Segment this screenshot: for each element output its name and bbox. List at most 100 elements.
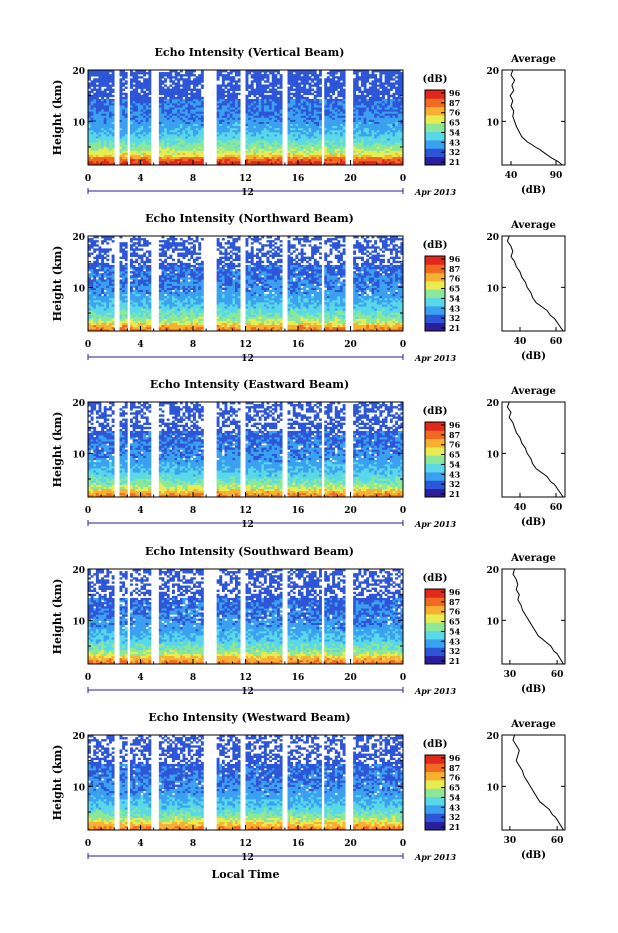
heatmap-cell [162,151,165,153]
heatmap-cell [374,91,377,93]
heatmap-cell [261,74,264,76]
heatmap-cell [164,159,167,161]
heatmap-cell [125,319,128,321]
heatmap-cell [327,87,330,89]
heatmap-cell [232,153,235,155]
heatmap-cell [353,89,356,91]
heatmap-cell [306,140,309,142]
heatmap-cell [125,155,128,157]
heatmap-cell [138,321,141,323]
heatmap-cell [188,124,191,126]
heatmap-cell [332,157,335,159]
heatmap-cell [364,72,367,74]
heatmap-cell [104,142,107,144]
heatmap-cell [314,321,317,323]
heatmap-cell [196,78,199,80]
heatmap-cell [374,132,377,134]
heatmap-cell [188,105,191,107]
heatmap-cell [112,101,115,103]
heatmap-cell [141,319,144,321]
heatmap-cell [264,72,267,74]
heatmap-cell [217,134,220,136]
heatmap-cell [251,134,254,136]
heatmap-cell [319,161,322,163]
heatmap-cell [172,95,175,97]
heatmap-cell [109,132,112,134]
heatmap-cell [185,105,188,107]
heatmap-cell [251,138,254,140]
heatmap-cell [219,153,222,155]
heatmap-cell [264,99,267,101]
heatmap-cell [309,142,312,144]
heatmap-cell [272,130,275,132]
heatmap-cell [267,323,270,325]
heatmap-cell [379,113,382,115]
heatmap-cell [164,115,167,117]
heatmap-cell [280,95,283,97]
heatmap-cell [327,138,330,140]
heatmap-cell [198,78,201,80]
heatmap-cell [267,109,270,111]
heatmap-cell [356,118,359,120]
heatmap-cell [162,325,165,327]
heatmap-cell [277,91,280,93]
heatmap-cell [162,148,165,150]
heatmap-cell [298,118,301,120]
heatmap-cell [330,161,333,163]
heatmap-cell [217,72,220,74]
heatmap-cell [167,319,170,321]
heatmap-cell [99,91,102,93]
heatmap-cell [337,159,340,161]
heatmap-cell [167,111,170,113]
heatmap-cell [120,111,123,113]
heatmap-cell [324,95,327,97]
heatmap-cell [280,126,283,128]
heatmap-cell [319,153,322,155]
heatmap-cell [238,146,241,148]
heatmap-cell [93,134,96,136]
heatmap-cell [248,148,251,150]
heatmap-cell [196,161,199,163]
heatmap-cell [379,161,382,163]
heatmap-cell [353,146,356,148]
heatmap-cell [293,118,296,120]
heatmap-cell [314,128,317,130]
heatmap-cell [366,159,369,161]
heatmap-cell [177,101,180,103]
heatmap-cell [122,101,125,103]
heatmap-cell [324,122,327,124]
heatmap-cell [288,159,291,161]
heatmap-cell [343,107,346,109]
heatmap-cell [340,140,343,142]
x-tick-label: 12 [239,174,252,184]
heatmap-cell [374,124,377,126]
heatmap-cell [303,126,306,128]
heatmap-cell [196,118,199,120]
heatmap-cell [198,120,201,122]
heatmap-cell [190,126,193,128]
heatmap-cell [198,148,201,150]
heatmap-cell [130,72,133,74]
heatmap-cell [133,319,136,321]
heatmap-cell [343,84,346,86]
heatmap-cell [201,105,204,107]
heatmap-cell [295,130,298,132]
heatmap-cell [382,95,385,97]
heatmap-cell [125,120,128,122]
heatmap-cell [382,109,385,111]
heatmap-cell [267,115,270,117]
heatmap-cell [327,153,330,155]
heatmap-cell [374,134,377,136]
heatmap-cell [385,80,388,82]
heatmap-cell [316,136,319,138]
heatmap-cell [193,80,196,82]
heatmap-cell [219,321,222,323]
heatmap-cell [330,95,333,97]
heatmap-cell [374,325,377,327]
heatmap-cell [141,91,144,93]
heatmap-cell [316,105,319,107]
heatmap-cell [175,323,178,325]
heatmap-cell [232,148,235,150]
heatmap-cell [222,111,225,113]
heatmap-cell [120,151,123,153]
